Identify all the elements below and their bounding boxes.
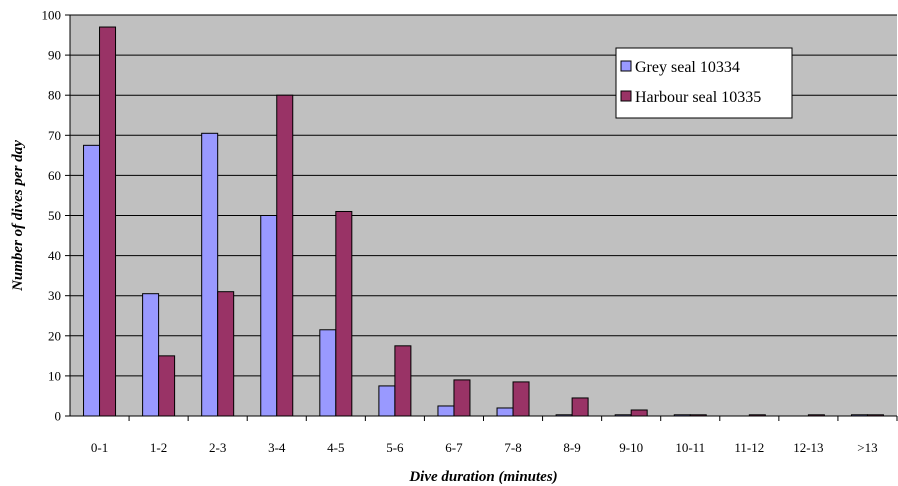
bar-harbour-seal [276, 94, 294, 417]
bar-harbour-seal [630, 409, 648, 417]
x-tick-label: 1-2 [150, 440, 167, 455]
bar-grey-seal [437, 405, 455, 417]
bar-harbour-seal [158, 355, 176, 417]
bar-grey-seal [319, 329, 337, 417]
legend-box [615, 47, 793, 119]
legend-swatch-grey-seal [620, 60, 632, 72]
x-tick-label: 12-13 [793, 440, 823, 455]
x-tick-label: 5-6 [386, 440, 404, 455]
y-tick-label: 50 [48, 208, 61, 223]
y-tick-label: 60 [48, 168, 61, 183]
bar-grey-seal [201, 132, 219, 417]
bar-grey-seal [496, 407, 514, 417]
x-tick-label: 3-4 [268, 440, 286, 455]
legend-swatch-harbour-seal [620, 90, 632, 102]
y-tick-label: 30 [48, 288, 61, 303]
bar-harbour-seal [335, 210, 353, 417]
y-tick-label: 70 [48, 128, 61, 143]
x-axis-title: Dive duration (minutes) [408, 469, 557, 485]
y-tick-labels: 0 10 20 30 40 50 60 70 80 90 100 [42, 8, 62, 424]
bar-harbour-seal [571, 397, 589, 417]
y-tick-label: 20 [48, 328, 61, 343]
x-tick-label: >13 [857, 440, 877, 455]
y-tick-label: 40 [48, 248, 61, 263]
bar-grey-seal [378, 385, 396, 417]
bar-harbour-seal [99, 26, 117, 417]
x-tick-label: 4-5 [327, 440, 344, 455]
bar-harbour-seal [453, 379, 471, 417]
bar-harbour-seal [217, 291, 235, 417]
y-tick-label: 0 [55, 409, 62, 424]
y-tick-label: 100 [42, 8, 62, 23]
x-tick-label: 6-7 [445, 440, 463, 455]
x-tick-label: 0-1 [91, 440, 108, 455]
x-tick-label: 8-9 [563, 440, 580, 455]
x-tick-labels: 0-1 1-2 2-3 3-4 4-5 5-6 6-7 7-8 8-9 9-10 10-11 11-1… [91, 440, 878, 455]
bar-grey-seal [142, 293, 160, 417]
y-tick-label: 10 [48, 368, 61, 383]
y-tick-label: 80 [48, 88, 61, 103]
legend-label-grey-seal: Grey seal 10334 [635, 59, 740, 76]
bar-harbour-seal [512, 381, 530, 417]
legend-label-harbour-seal: Harbour seal 10335 [635, 89, 761, 106]
legend: Grey seal 10334 Harbour seal 10335 [615, 47, 793, 119]
y-axis-title: Number of dives per day [10, 140, 26, 292]
axes [65, 14, 898, 421]
bar-harbour-seal [394, 345, 412, 417]
x-tick-label: 11-12 [734, 440, 764, 455]
bar-grey-seal [83, 144, 101, 417]
x-tick-label: 7-8 [504, 440, 521, 455]
x-tick-label: 9-10 [619, 440, 643, 455]
bars [83, 26, 884, 417]
x-tick-label: 10-11 [675, 440, 705, 455]
y-tick-label: 90 [48, 48, 61, 63]
x-tick-label: 2-3 [209, 440, 226, 455]
bar-grey-seal [260, 215, 278, 417]
